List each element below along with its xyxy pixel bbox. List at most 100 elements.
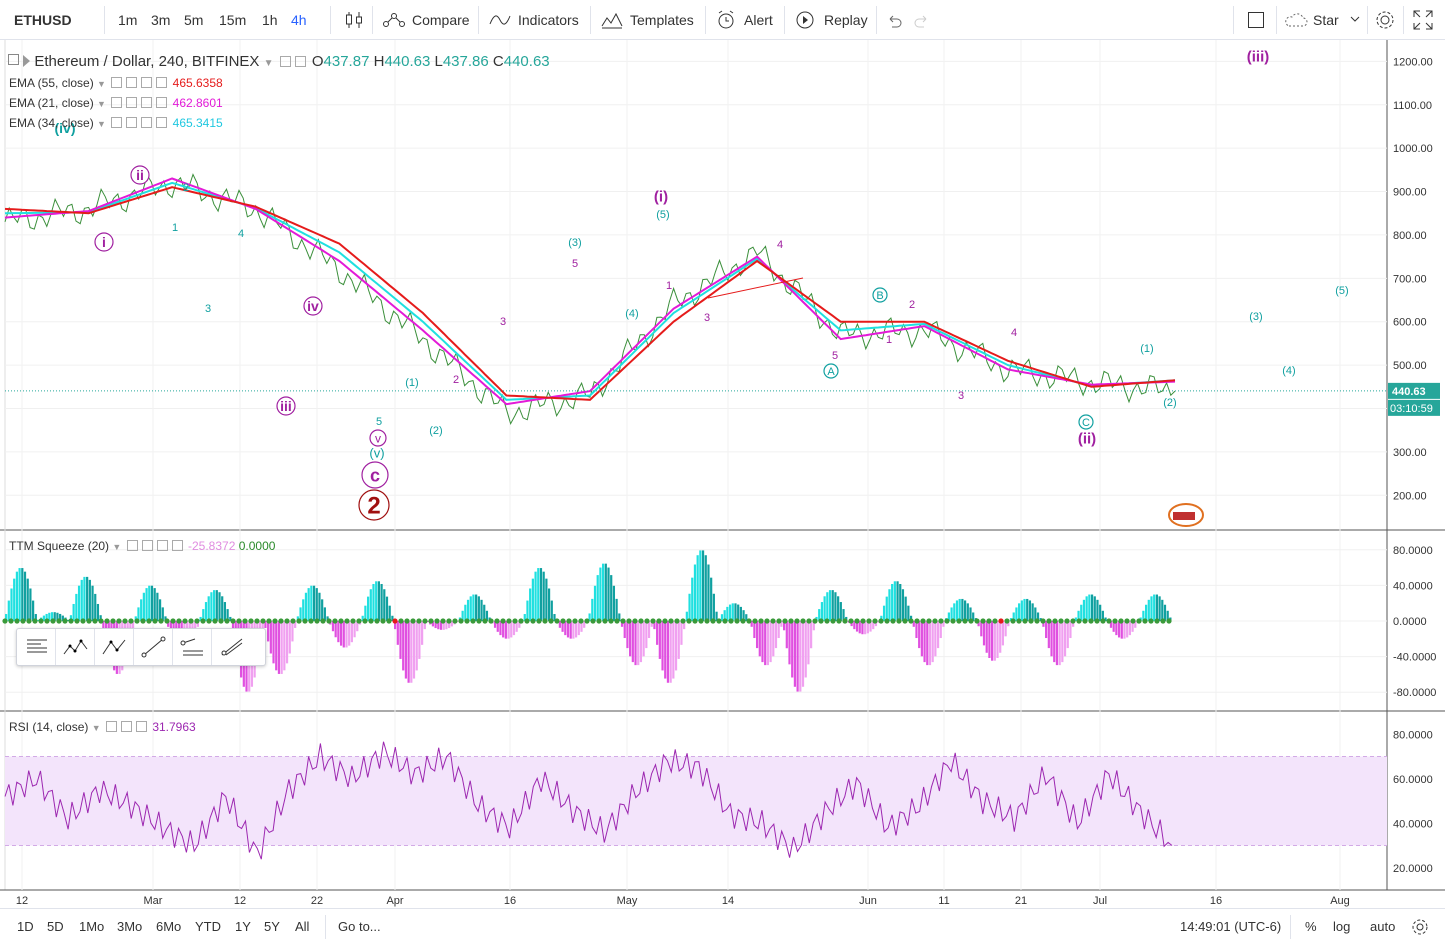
ttm-bar — [204, 602, 208, 621]
ema34-legend[interactable]: EMA (34, close) ▼ 465.3415 — [9, 116, 223, 130]
ttm-bar — [710, 577, 713, 621]
ttm-bar — [1161, 599, 1164, 621]
gear-icon[interactable] — [1411, 918, 1429, 936]
wave-label-purple-circle — [369, 429, 387, 447]
squeeze-dot — [1100, 618, 1106, 624]
range-6mo[interactable]: 6Mo — [156, 919, 182, 934]
candles-icon[interactable] — [345, 10, 363, 30]
wave-label-teal: (2) — [429, 425, 442, 437]
ttm-legend[interactable]: TTM Squeeze (20) ▼ -25.8372 0.0000 — [9, 539, 276, 553]
trend-line-button[interactable] — [134, 629, 173, 665]
range-1mo[interactable]: 1Mo — [79, 919, 105, 934]
ema21-legend[interactable]: EMA (21, close) ▼ 462.8601 — [9, 96, 223, 110]
wave-label-teal-circle — [872, 287, 888, 303]
percent-toggle[interactable]: % — [1305, 919, 1317, 934]
ttm-bar — [337, 621, 340, 643]
price-tick-label: 600.00 — [1393, 317, 1427, 329]
ttm-bar — [77, 585, 81, 621]
time-tick-label: 12 — [234, 895, 246, 907]
auto-toggle[interactable]: auto — [1370, 919, 1396, 934]
ttm-bar — [988, 621, 991, 659]
elliott-impulse-button[interactable] — [56, 629, 95, 665]
ttm-bar — [774, 621, 778, 649]
ttm-bar — [350, 621, 353, 643]
range-5d[interactable]: 5D — [47, 919, 64, 934]
ttm-bar — [388, 605, 391, 621]
settings-icon[interactable] — [294, 56, 306, 67]
squeeze-dot — [260, 618, 266, 624]
separator — [784, 6, 785, 34]
ttm-bar — [1153, 594, 1156, 621]
squeeze-dot — [134, 618, 140, 624]
squeeze-dot — [392, 618, 398, 624]
compare-button[interactable]: Compare — [412, 12, 470, 28]
goto-button[interactable]: Go to... — [338, 919, 381, 934]
ttm-bar — [145, 588, 148, 621]
separator — [1233, 6, 1234, 34]
rsi-legend[interactable]: RSI (14, close) ▼ 31.7963 — [9, 720, 196, 734]
interval-1m[interactable]: 1m — [118, 12, 138, 28]
eye-icon[interactable] — [279, 56, 291, 67]
squeeze-dot — [242, 618, 248, 624]
wave-label-purple: v — [375, 431, 381, 445]
ttm-bar — [610, 575, 613, 621]
rectangle-icon[interactable] — [1247, 11, 1265, 29]
collapse-icon[interactable] — [8, 54, 19, 65]
ttm-bar — [431, 621, 435, 627]
ttm-bar — [783, 621, 786, 631]
replay-button[interactable]: Replay — [824, 12, 868, 28]
ttm-bar — [402, 621, 405, 671]
ttm-bar — [1109, 621, 1113, 628]
ttm-bar — [531, 578, 534, 621]
redo-icon[interactable] — [914, 12, 930, 28]
parallel-channel-button[interactable] — [173, 629, 212, 665]
indicators-button[interactable]: Indicators — [518, 12, 579, 28]
fullscreen-icon[interactable] — [1413, 10, 1433, 30]
ttm-bar — [669, 621, 672, 683]
ttm-bar — [269, 621, 272, 654]
range-1d[interactable]: 1D — [17, 919, 34, 934]
range-1y[interactable]: 1Y — [235, 919, 251, 934]
range-all[interactable]: All — [295, 919, 310, 934]
price-tick-label: 200.00 — [1393, 490, 1427, 502]
time-tick-label: 22 — [311, 895, 323, 907]
symbol-search[interactable]: ETHUSD — [14, 12, 72, 28]
range-ytd[interactable]: YTD — [195, 919, 221, 934]
ttm-bar — [1131, 621, 1134, 632]
ray-button[interactable] — [212, 629, 251, 665]
squeeze-dot — [842, 618, 848, 624]
undo-icon[interactable] — [886, 12, 902, 28]
ttm-bar — [764, 621, 767, 666]
compare-icon[interactable] — [382, 11, 406, 29]
chevron-down-icon[interactable] — [1350, 16, 1360, 24]
ema55-legend[interactable]: EMA (55, close) ▼ 465.6358 — [9, 76, 223, 90]
squeeze-dot — [506, 618, 512, 624]
templates-button[interactable]: Templates — [630, 12, 694, 28]
lines-tool-button[interactable] — [17, 629, 56, 665]
squeeze-dot — [32, 618, 38, 624]
star-layout-button[interactable]: Star — [1313, 12, 1339, 28]
gear-icon[interactable] — [1374, 9, 1396, 31]
ttm-bar — [810, 621, 813, 649]
clock[interactable]: 14:49:01 (UTC-6) — [1180, 919, 1282, 934]
ttm-bar — [72, 603, 75, 621]
channel-icon — [180, 638, 203, 656]
range-5y[interactable]: 5Y — [264, 919, 280, 934]
rsi-line — [4, 741, 1173, 860]
range-3mo[interactable]: 3Mo — [117, 919, 143, 934]
log-toggle[interactable]: log — [1333, 919, 1351, 934]
alert-button[interactable]: Alert — [744, 12, 773, 28]
interval-1h[interactable]: 1h — [262, 12, 278, 28]
interval-5m[interactable]: 5m — [184, 12, 204, 28]
interval-4h[interactable]: 4h — [291, 12, 307, 28]
interval-3m[interactable]: 3m — [151, 12, 171, 28]
ttm-bar — [156, 592, 159, 621]
ttm-bar — [1120, 621, 1123, 639]
ttm-value2: 0.0000 — [238, 539, 276, 553]
ttm-bar — [1042, 621, 1045, 627]
ttm-bar — [83, 576, 86, 621]
elliott-abc-button[interactable] — [95, 629, 134, 665]
interval-15m[interactable]: 15m — [219, 12, 247, 28]
squeeze-dot — [254, 618, 260, 624]
